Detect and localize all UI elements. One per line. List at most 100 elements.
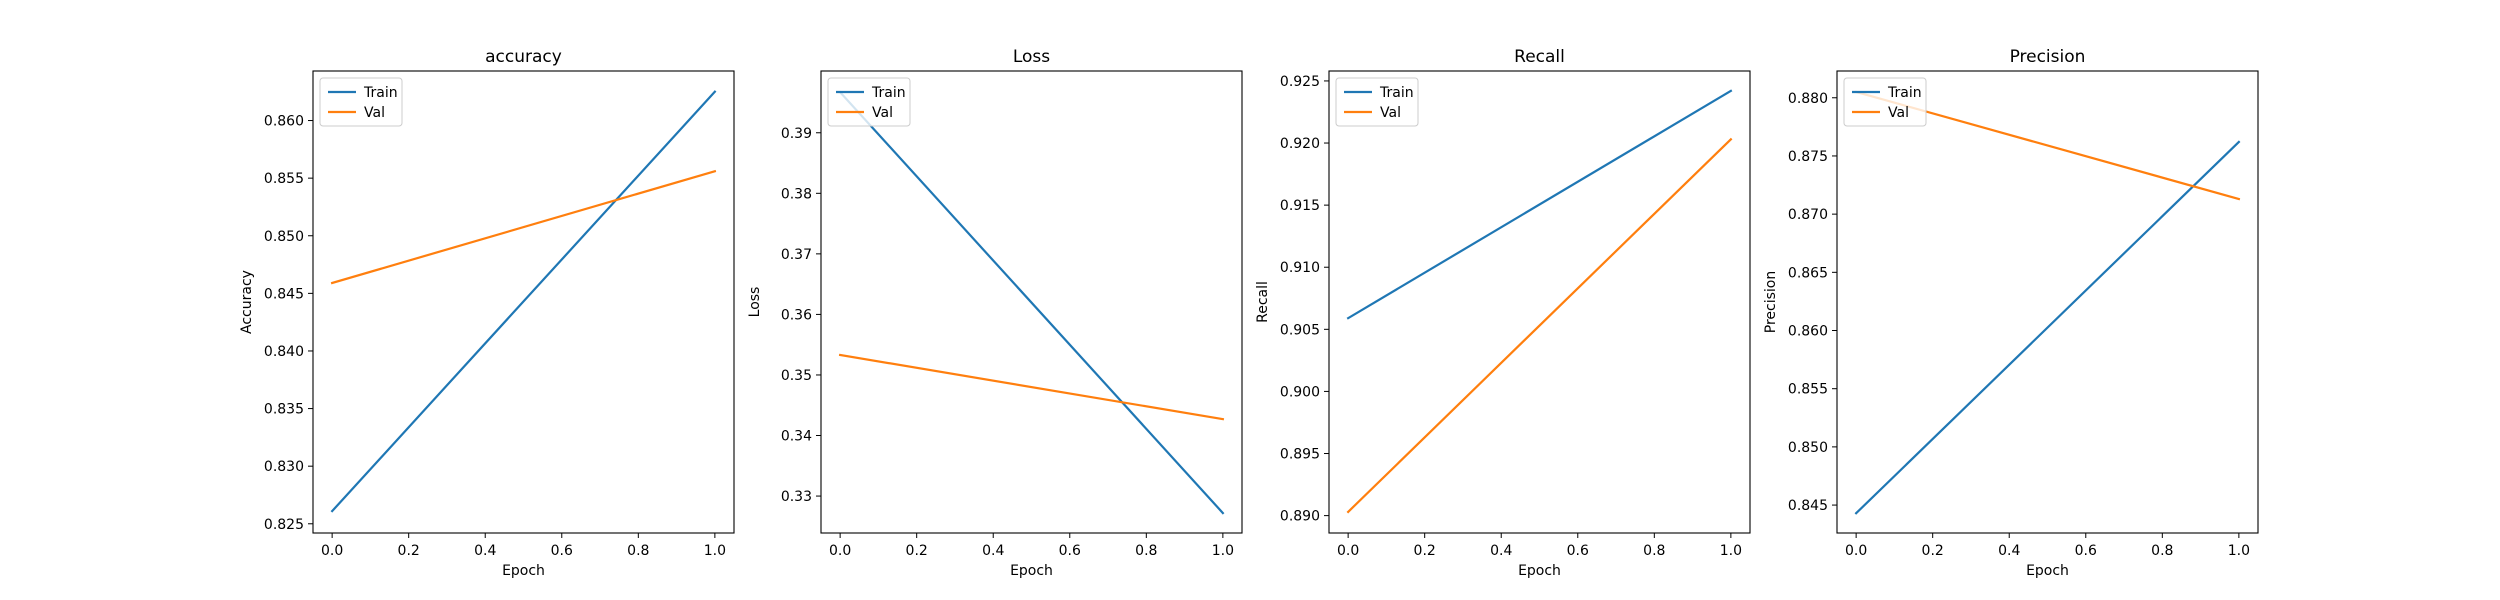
y-tick-label: 0.39 bbox=[781, 126, 812, 142]
y-tick-label: 0.33 bbox=[781, 489, 812, 505]
x-tick-label: 0.4 bbox=[1490, 543, 1512, 559]
x-tick-label: 0.4 bbox=[1998, 543, 2020, 559]
y-tick-label: 0.37 bbox=[781, 247, 812, 263]
y-tick-label: 0.34 bbox=[781, 429, 812, 445]
chart-title: Loss bbox=[1013, 47, 1050, 67]
legend: Train Val bbox=[1335, 77, 1419, 127]
chart-panel-2: Recall 0.0 0.2 0.4 0.6 0.8 1.0 0.890 0.895 0.900 0… bbox=[1255, 47, 1751, 579]
x-tick-label: 0.6 bbox=[551, 543, 573, 559]
legend-box bbox=[1335, 77, 1419, 127]
axes-frame bbox=[312, 70, 735, 534]
y-tick-label: 0.845 bbox=[264, 286, 304, 302]
axes-frame bbox=[1836, 70, 2259, 534]
x-tick-label: 0.8 bbox=[627, 543, 649, 559]
x-tick-label: 0.8 bbox=[1643, 543, 1665, 559]
legend: Train Val bbox=[319, 77, 403, 127]
y-axis-label: Recall bbox=[1255, 281, 1271, 323]
chart-title: Precision bbox=[2010, 47, 2086, 67]
y-tick-label: 0.825 bbox=[264, 517, 304, 533]
y-tick-label: 0.855 bbox=[264, 171, 304, 187]
y-axis-label: Precision bbox=[1763, 271, 1779, 333]
x-tick-label: 0.8 bbox=[1135, 543, 1157, 559]
x-tick-label: 0.6 bbox=[2075, 543, 2097, 559]
legend-label-val: Val bbox=[1888, 105, 1909, 121]
legend-label-train: Train bbox=[363, 85, 398, 101]
x-tick-label: 1.0 bbox=[1212, 543, 1234, 559]
x-tick-label: 0.0 bbox=[1337, 543, 1359, 559]
x-tick-label: 0.6 bbox=[1567, 543, 1589, 559]
legend: Train Val bbox=[827, 77, 911, 127]
series-line-val bbox=[1346, 137, 1733, 514]
legend-label-val: Val bbox=[364, 105, 385, 121]
series-group bbox=[1346, 89, 1733, 514]
legend-box bbox=[827, 77, 911, 127]
series-group bbox=[1854, 90, 2241, 515]
y-tick-label: 0.840 bbox=[264, 344, 304, 360]
y-tick-label: 0.830 bbox=[264, 459, 304, 475]
x-axis-label: Epoch bbox=[1010, 563, 1053, 579]
axes-frame bbox=[1328, 70, 1751, 534]
series-line-train bbox=[838, 90, 1225, 515]
y-tick-label: 0.860 bbox=[264, 114, 304, 130]
y-tick-label: 0.36 bbox=[781, 307, 812, 323]
legend: Train Val bbox=[1843, 77, 1927, 127]
x-tick-label: 0.2 bbox=[906, 543, 928, 559]
y-tick-label: 0.910 bbox=[1280, 260, 1320, 276]
series-line-val bbox=[838, 353, 1225, 421]
series-line-train bbox=[330, 90, 717, 513]
legend-label-train: Train bbox=[871, 85, 906, 101]
legend-label-train: Train bbox=[1379, 85, 1414, 101]
y-tick-label: 0.895 bbox=[1280, 447, 1320, 463]
y-tick-label: 0.850 bbox=[264, 229, 304, 245]
x-tick-label: 0.0 bbox=[829, 543, 851, 559]
x-tick-label: 0.8 bbox=[2151, 543, 2173, 559]
chart-title: Recall bbox=[1514, 47, 1565, 67]
chart-panel-1: Loss 0.0 0.2 0.4 0.6 0.8 1.0 0.33 0.34 0.35 0.36 0.… bbox=[747, 47, 1243, 579]
legend-label-val: Val bbox=[872, 105, 893, 121]
chart-title: accuracy bbox=[485, 47, 562, 67]
series-group bbox=[330, 90, 717, 513]
x-axis-label: Epoch bbox=[1518, 563, 1561, 579]
x-axis-label: Epoch bbox=[502, 563, 545, 579]
y-tick-label: 0.880 bbox=[1788, 91, 1828, 107]
y-tick-label: 0.905 bbox=[1280, 322, 1320, 338]
x-tick-label: 0.2 bbox=[398, 543, 420, 559]
x-axis-label: Epoch bbox=[2026, 563, 2069, 579]
x-tick-label: 0.0 bbox=[321, 543, 343, 559]
y-tick-label: 0.890 bbox=[1280, 509, 1320, 525]
y-tick-label: 0.835 bbox=[264, 402, 304, 418]
x-tick-label: 0.4 bbox=[474, 543, 496, 559]
y-tick-label: 0.38 bbox=[781, 186, 812, 202]
x-tick-label: 0.2 bbox=[1922, 543, 1944, 559]
series-group bbox=[838, 90, 1225, 515]
y-tick-label: 0.860 bbox=[1788, 324, 1828, 340]
y-tick-label: 0.925 bbox=[1280, 74, 1320, 90]
y-tick-label: 0.865 bbox=[1788, 265, 1828, 281]
chart-panel-3: Precision 0.0 0.2 0.4 0.6 0.8 1.0 0.845 0.850 0.8… bbox=[1763, 47, 2259, 579]
y-tick-label: 0.845 bbox=[1788, 498, 1828, 514]
x-tick-label: 1.0 bbox=[704, 543, 726, 559]
y-tick-label: 0.920 bbox=[1280, 136, 1320, 152]
x-tick-label: 1.0 bbox=[2228, 543, 2250, 559]
y-tick-label: 0.875 bbox=[1788, 149, 1828, 165]
x-tick-label: 0.4 bbox=[982, 543, 1004, 559]
series-line-val bbox=[330, 169, 717, 285]
x-tick-label: 0.2 bbox=[1414, 543, 1436, 559]
y-tick-label: 0.870 bbox=[1788, 207, 1828, 223]
series-line-train bbox=[1854, 140, 2241, 515]
y-axis-label: Loss bbox=[747, 287, 763, 318]
x-tick-label: 0.0 bbox=[1845, 543, 1867, 559]
y-tick-label: 0.900 bbox=[1280, 384, 1320, 400]
y-tick-label: 0.35 bbox=[781, 368, 812, 384]
legend-box bbox=[1843, 77, 1927, 127]
y-axis-label: Accuracy bbox=[239, 270, 255, 334]
y-tick-label: 0.855 bbox=[1788, 382, 1828, 398]
y-tick-label: 0.915 bbox=[1280, 198, 1320, 214]
x-tick-label: 1.0 bbox=[1720, 543, 1742, 559]
legend-label-val: Val bbox=[1380, 105, 1401, 121]
series-line-train bbox=[1346, 89, 1733, 320]
legend-label-train: Train bbox=[1887, 85, 1922, 101]
chart-panel-0: accuracy 0.0 0.2 0.4 0.6 0.8 1.0 0.825 0.830 0.83… bbox=[239, 47, 735, 579]
x-tick-label: 0.6 bbox=[1059, 543, 1081, 559]
